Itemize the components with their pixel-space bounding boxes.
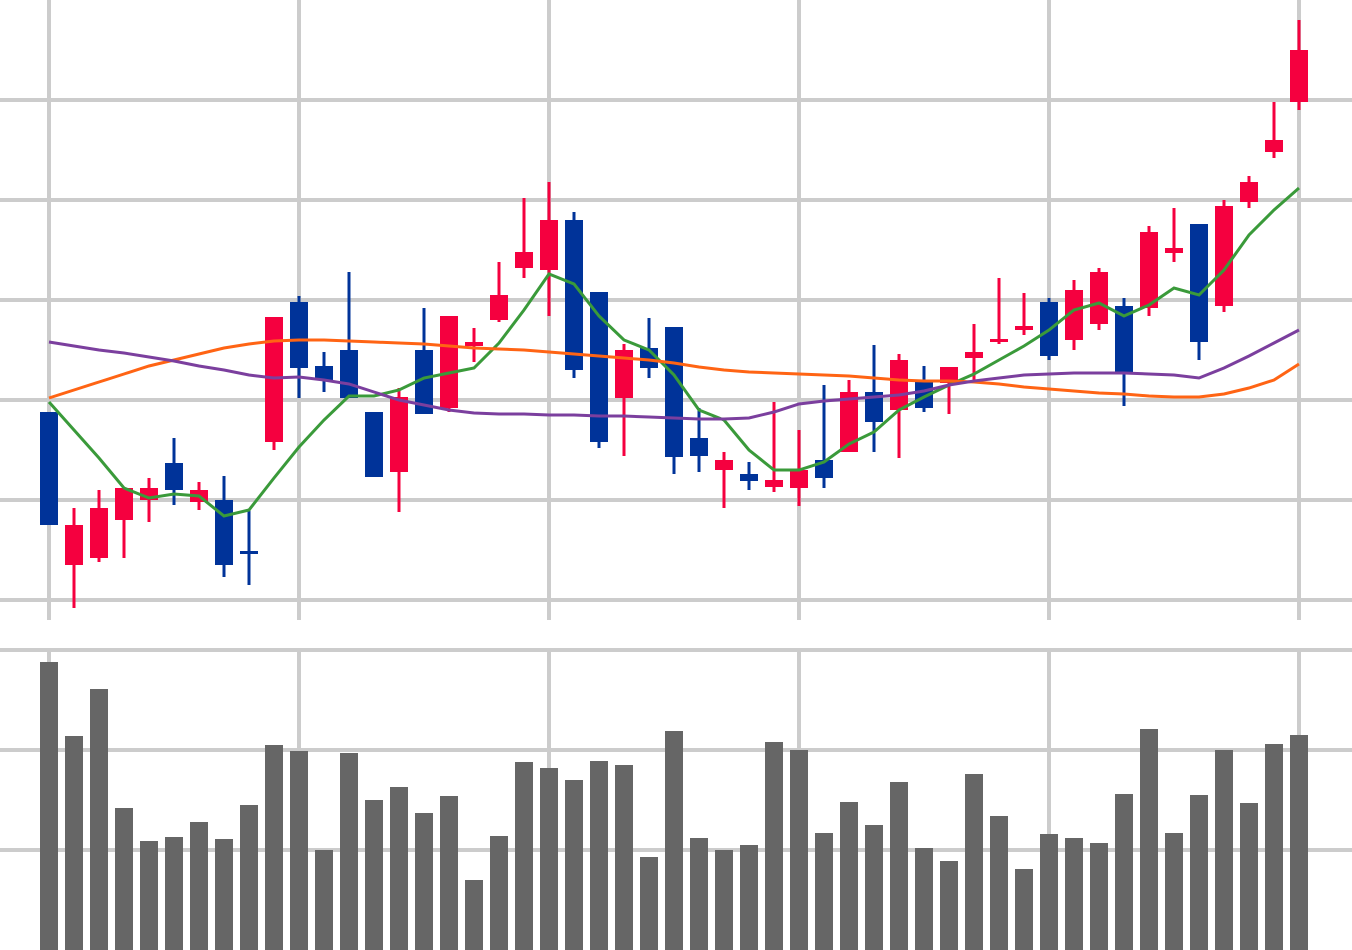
candle-body [565,220,583,370]
candle-body [90,508,108,558]
moving-average-line [47,186,1300,518]
volume-bar [640,857,658,950]
volume-bar [190,822,208,950]
volume-bar [1040,834,1058,950]
candle-body [1190,224,1208,342]
volume-bar [965,774,983,950]
volume-bar [415,813,433,950]
candle-body [1165,248,1183,253]
candle-body [1065,290,1083,340]
candle-body [965,352,983,358]
volume-bar [315,850,333,950]
candle-body [165,463,183,490]
candle-body [315,366,333,380]
candle-body [290,302,308,368]
volume-bar [840,802,858,950]
volume-bar [365,800,383,950]
candle-body [365,412,383,477]
candle-body [840,392,858,452]
candle-body [1215,206,1233,306]
candle-body [340,350,358,398]
volume-bar [65,736,83,950]
candle-body [40,412,58,525]
candle-body [690,438,708,456]
volume-bar [340,753,358,950]
candle-body [1240,182,1258,202]
candle-body [65,525,83,565]
volume-bar [765,742,783,950]
volume-bar [1265,744,1283,950]
volume-bar [1190,795,1208,950]
volume-bar [215,839,233,950]
candle-body [115,488,133,520]
volume-bar [665,731,683,950]
volume-bar [890,782,908,950]
candle-body [1090,272,1108,324]
volume-bar [115,808,133,950]
candle-body [1290,50,1308,102]
candle-body [740,474,758,481]
volume-bar [790,750,808,950]
candle-body [615,350,633,398]
volume-bar [265,745,283,950]
volume-bar [615,765,633,950]
volume-bar [690,838,708,950]
volume-bar [565,780,583,950]
candle-body [490,295,508,320]
volume-bar [290,751,308,950]
volume-bar [940,861,958,950]
volume-bar [815,833,833,950]
moving-average-line [48,338,1300,400]
candle-body [240,551,258,554]
volume-bar [990,816,1008,950]
volume-bar [240,805,258,950]
candle-body [1265,140,1283,152]
candle-body [1015,326,1033,330]
candle-body [715,460,733,470]
volume-bar [865,825,883,950]
volume-bar [1215,750,1233,950]
candle-body [415,350,433,414]
volume-bar [1140,729,1158,950]
volume-bar [90,689,108,950]
candle-body [790,470,808,488]
volume-bar [1115,794,1133,950]
volume-bar [715,850,733,950]
volume-bar [440,796,458,950]
candle-body [440,316,458,408]
volume-bar [1090,843,1108,950]
volume-bar [1240,803,1258,950]
candle-body [540,220,558,270]
volume-bar [490,836,508,950]
candle-body [515,252,533,268]
candle-body [890,360,908,410]
candle-body [765,480,783,487]
volume-bar [1015,869,1033,950]
volume-bar [515,762,533,950]
candle-body [1115,306,1133,372]
volume-bar [540,768,558,950]
candle-body [665,327,683,457]
volume-bar [40,662,58,950]
candle-body [390,397,408,472]
moving-average-line [48,328,1300,421]
volume-bar [165,837,183,950]
candle-body [590,292,608,442]
volume-bar [740,845,758,950]
candle-body [940,367,958,383]
volume-bar [1165,833,1183,950]
volume-bar [1290,735,1308,950]
volume-bar [390,787,408,950]
volume-bar [1065,838,1083,950]
volume-bar [140,841,158,950]
candle-body [865,392,883,422]
volume-bar [465,880,483,950]
candle-body [465,342,483,346]
candle-body [990,339,1008,342]
volume-bar [590,761,608,950]
volume-bar [915,848,933,950]
candle-body [1140,232,1158,308]
